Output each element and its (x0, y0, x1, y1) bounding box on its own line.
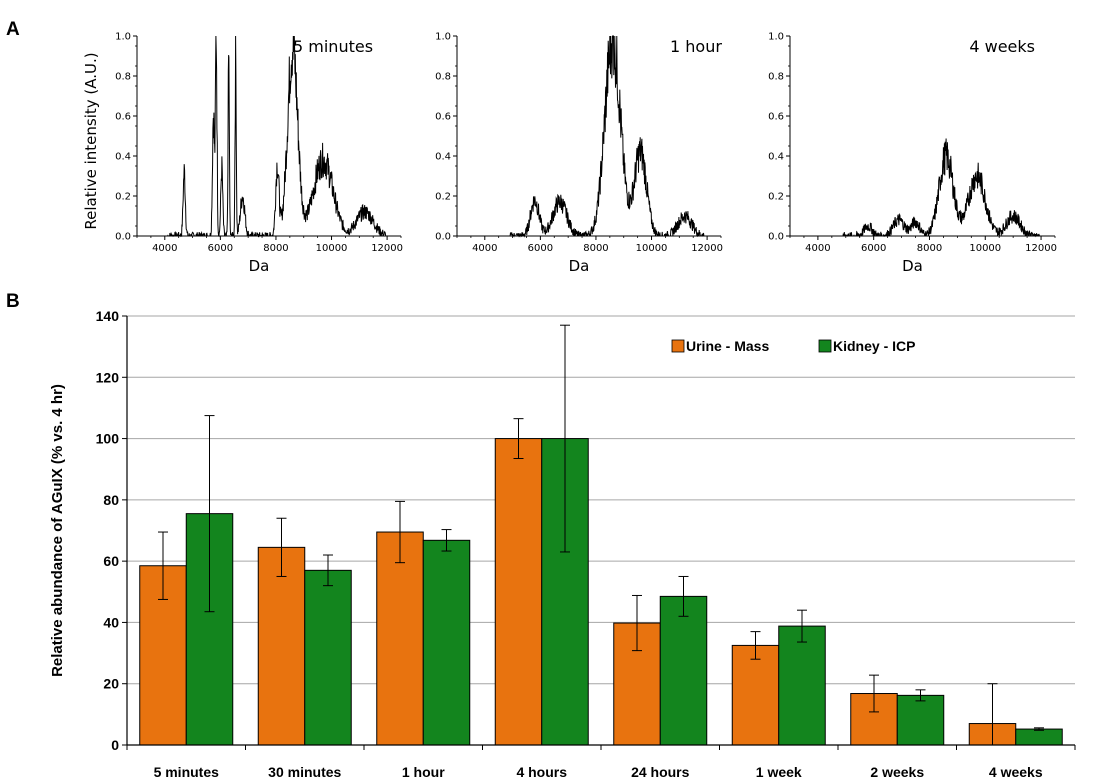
y-tick-label: 0.0 (115, 232, 131, 243)
y-tick-label: 0.4 (435, 152, 451, 163)
y-tick-label: 0.4 (115, 152, 131, 163)
spectrum-trace (842, 138, 1040, 238)
category-label: 4 weeks (989, 764, 1043, 780)
y-tick-label: 80 (103, 492, 119, 508)
panel-a-letter: A (6, 19, 20, 40)
bar-chart-panel-b: 0 20 40 60 80 100 120 140 Relative abundance of … (49, 308, 1076, 780)
bar-kidney-icp (778, 625, 826, 746)
panel-b-letter: B (6, 291, 20, 312)
x-tick-label: 8000 (263, 243, 288, 254)
y-tick-label: 0.8 (115, 72, 131, 83)
spectra-panel-a: 0.0 0.2 0.4 0.6 0.8 1.0 4000 6000 8000 10000 12000… (82, 32, 1057, 276)
x-tick-label: 8000 (917, 243, 942, 254)
spectrum-label: 1 hour (670, 37, 722, 56)
x-tick-label: 12000 (1025, 243, 1057, 254)
y-tick-label: 0.6 (115, 112, 131, 123)
spectrum-panel-1: 0.0 0.2 0.4 0.6 0.8 1.0 4000 6000 8000 10000 12000… (82, 32, 403, 276)
y-tick-label: 0.6 (435, 112, 451, 123)
bar-kidney-icp (659, 595, 708, 746)
y-tick-label: 0.2 (115, 192, 131, 203)
y-tick-label: 0.2 (768, 192, 784, 203)
legend-label: Kidney - ICP (833, 338, 915, 354)
bar-urine-mass (731, 644, 780, 746)
x-tick-label: 12000 (691, 243, 723, 254)
y-tick-label: 100 (96, 431, 120, 447)
bar-urine-mass (257, 546, 306, 746)
y-tick-label: 0.0 (768, 232, 784, 243)
spectrum-label: 4 weeks (969, 37, 1035, 56)
y-tick-label: 60 (103, 553, 119, 569)
x-axis-title: Da (902, 257, 923, 275)
x-tick-label: 4000 (805, 243, 830, 254)
category-label: 4 hours (516, 764, 567, 780)
spectrum-panel-3: 0.0 0.2 0.4 0.6 0.8 1.0 4000 6000 8000 10000 12000… (768, 32, 1057, 276)
x-tick-label: 10000 (316, 243, 348, 254)
x-tick-label: 6000 (528, 243, 553, 254)
y-tick-label: 140 (96, 308, 120, 324)
legend-swatch-kidney-icp (818, 339, 832, 353)
y-tick-label: 40 (103, 614, 119, 630)
spectrum-panel-2: 0.0 0.2 0.4 0.6 0.8 1.0 4000 6000 8000 10000 12000… (435, 32, 723, 276)
y-tick-label: 0.6 (768, 112, 784, 123)
category-label: 2 weeks (870, 764, 924, 780)
x-tick-label: 6000 (861, 243, 886, 254)
category-label: 30 minutes (268, 764, 341, 780)
y-tick-label: 0.2 (435, 192, 451, 203)
y-tick-label: 120 (96, 369, 120, 385)
legend-swatch-urine-mass (671, 339, 685, 353)
y-tick-label: 0.8 (768, 72, 784, 83)
x-tick-label: 10000 (636, 243, 668, 254)
legend-label: Urine - Mass (686, 338, 769, 354)
y-axis-title: Relative intensity (A.U.) (82, 52, 100, 229)
y-axis-title: Relative abundance of AGuIX (% vs. 4 hr) (49, 384, 66, 677)
spectrum-label: 5 minutes (293, 37, 373, 56)
category-label: 5 minutes (154, 764, 220, 780)
spectrum-trace (167, 35, 387, 238)
y-tick-label: 1.0 (768, 32, 784, 43)
bar-urine-mass (494, 438, 543, 746)
category-label: 1 hour (402, 764, 445, 780)
category-label: 1 week (756, 764, 802, 780)
y-tick-label: 20 (103, 676, 119, 692)
bar-kidney-icp (422, 539, 471, 746)
y-tick-label: 0.4 (768, 152, 784, 163)
legend: Urine - Mass Kidney - ICP (671, 338, 915, 354)
x-tick-label: 8000 (583, 243, 608, 254)
y-tick-label: 0 (111, 737, 119, 753)
x-axis-title: Da (569, 257, 590, 275)
x-tick-label: 4000 (472, 243, 497, 254)
x-tick-label: 4000 (152, 243, 177, 254)
y-tick-label: 0.0 (435, 232, 451, 243)
bar-kidney-icp (896, 694, 945, 746)
y-tick-label: 1.0 (435, 32, 451, 43)
spectrum-trace (509, 35, 706, 238)
bar-kidney-icp (1015, 728, 1063, 746)
y-tick-label: 0.8 (435, 72, 451, 83)
category-label: 24 hours (631, 764, 690, 780)
x-tick-label: 6000 (208, 243, 233, 254)
x-axis-title: Da (249, 257, 270, 275)
bar-urine-mass (376, 531, 424, 746)
x-tick-label: 12000 (371, 243, 403, 254)
y-tick-label: 1.0 (115, 32, 131, 43)
x-tick-label: 10000 (969, 243, 1001, 254)
bar-kidney-icp (304, 569, 352, 746)
